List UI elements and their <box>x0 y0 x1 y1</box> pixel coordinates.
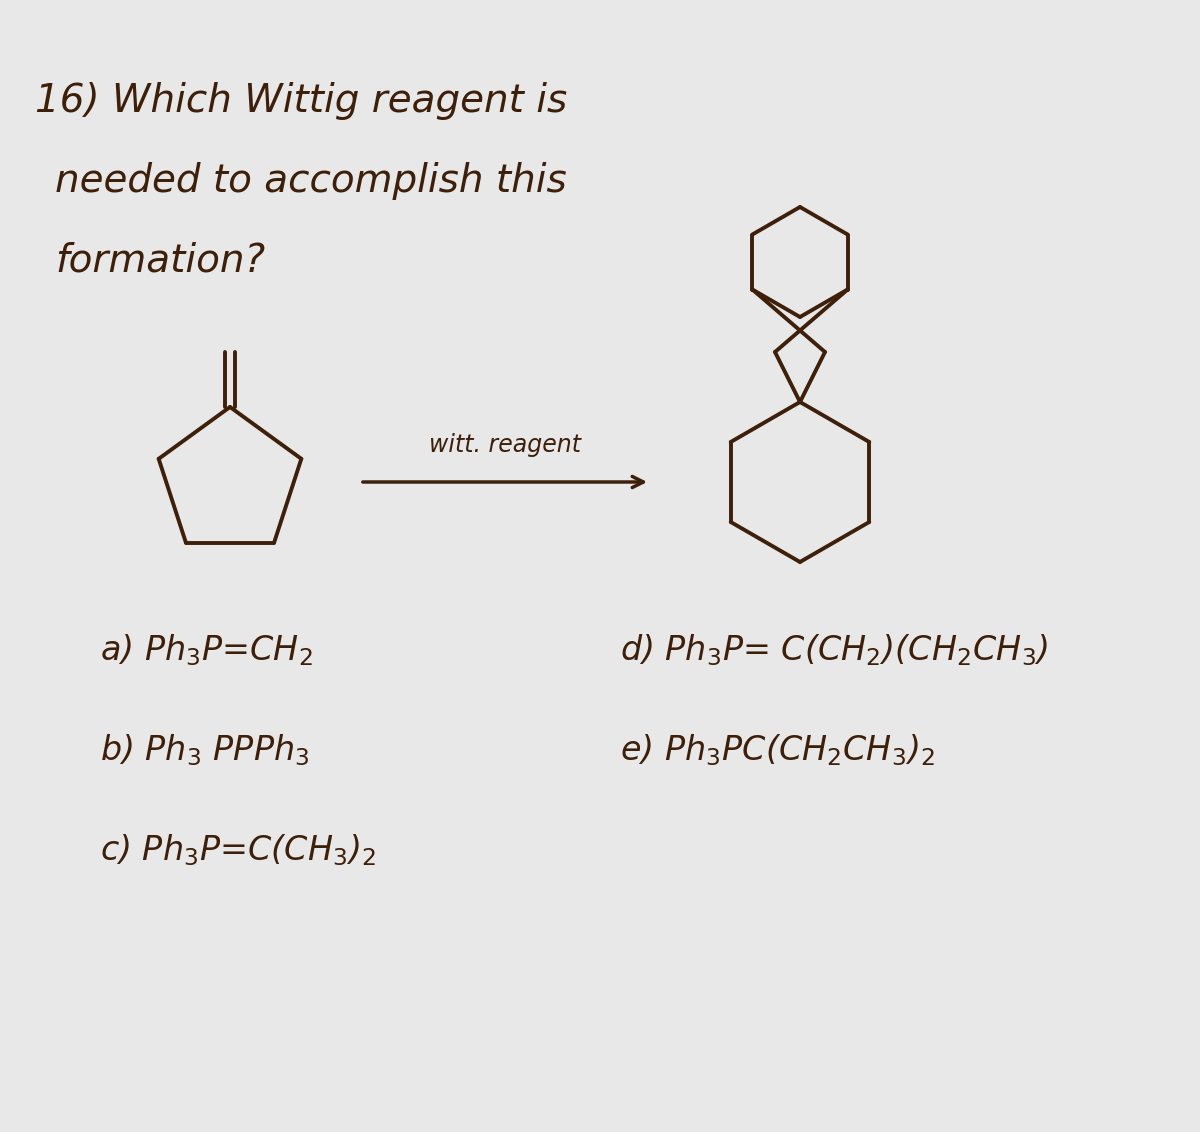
Text: b) Ph$_3$ PPPh$_3$: b) Ph$_3$ PPPh$_3$ <box>100 732 310 767</box>
Text: c) Ph$_3$P=C(CH$_3$)$_2$: c) Ph$_3$P=C(CH$_3$)$_2$ <box>100 832 377 868</box>
Text: formation?: formation? <box>55 242 265 280</box>
Text: a) Ph$_3$P=CH$_2$: a) Ph$_3$P=CH$_2$ <box>100 632 313 668</box>
Text: needed to accomplish this: needed to accomplish this <box>55 162 566 200</box>
Text: 16) Which Wittig reagent is: 16) Which Wittig reagent is <box>35 82 568 120</box>
Text: witt. reagent: witt. reagent <box>430 434 581 457</box>
Text: d) Ph$_3$P= C(CH$_2$)(CH$_2$CH$_3$): d) Ph$_3$P= C(CH$_2$)(CH$_2$CH$_3$) <box>620 632 1049 668</box>
Text: e) Ph$_3$PC(CH$_2$CH$_3$)$_2$: e) Ph$_3$PC(CH$_2$CH$_3$)$_2$ <box>620 732 935 767</box>
